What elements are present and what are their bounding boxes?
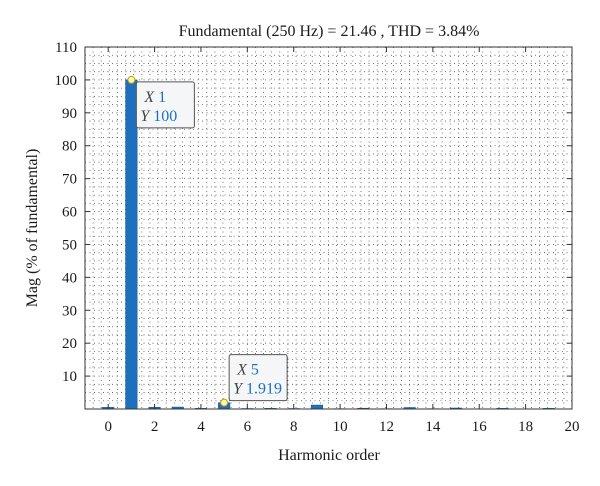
x-axis-label: Harmonic order: [278, 447, 380, 464]
y-tick-label: 80: [62, 139, 77, 155]
y-tick-label: 110: [55, 40, 77, 56]
x-tick-label: 18: [518, 419, 533, 435]
data-tip-marker: [221, 399, 228, 406]
chart-title: Fundamental (250 Hz) = 21.46 , THD = 3.8…: [179, 23, 480, 40]
data-tip-x-value: 5: [251, 362, 259, 379]
y-tick-label: 50: [62, 237, 77, 253]
data-tip-5: X 5Y 1.919: [221, 355, 288, 407]
y-tick-label: 40: [62, 270, 77, 286]
data-tip-x-label: X: [236, 362, 251, 379]
x-tick-label: 6: [244, 419, 252, 435]
x-tick-label: 16: [472, 419, 488, 435]
data-tip-x-value: 1: [158, 89, 166, 106]
data-tip-marker: [128, 76, 135, 83]
data-tip-y-value: 100: [153, 108, 177, 125]
bar-harmonic-9: [311, 405, 323, 409]
x-tick-label: 4: [197, 419, 205, 435]
data-tip-y-label: Y: [233, 381, 246, 398]
x-tick-label: 2: [151, 419, 159, 435]
y-tick-label: 10: [62, 369, 77, 385]
y-tick-label: 60: [62, 205, 77, 221]
x-tick-label: 10: [333, 419, 348, 435]
y-tick-label: 70: [62, 172, 77, 188]
y-axis-label: Mag (% of fundamental): [24, 149, 41, 308]
data-tip-1: X 1Y 100: [128, 76, 195, 128]
x-tick-label: 0: [104, 419, 112, 435]
y-tick-label: 20: [62, 336, 77, 352]
data-tip-y: Y 1.919: [233, 381, 282, 398]
x-tick-label: 14: [425, 419, 441, 435]
data-tip-y: Y 100: [140, 108, 177, 125]
y-tick-label: 100: [55, 73, 78, 89]
data-tip-x: X 5: [236, 362, 259, 379]
y-tick-label: 90: [62, 106, 77, 122]
data-tip-y-label: Y: [140, 108, 153, 125]
y-tick-label: 30: [62, 303, 77, 319]
data-tip-x: X 1: [143, 89, 166, 106]
x-tick-label: 8: [290, 419, 298, 435]
bar-harmonic-1: [126, 80, 138, 409]
x-tick-label: 12: [379, 419, 394, 435]
data-tip-x-label: X: [143, 89, 158, 106]
data-tip-y-value: 1.919: [246, 381, 282, 398]
x-tick-label: 20: [565, 419, 580, 435]
